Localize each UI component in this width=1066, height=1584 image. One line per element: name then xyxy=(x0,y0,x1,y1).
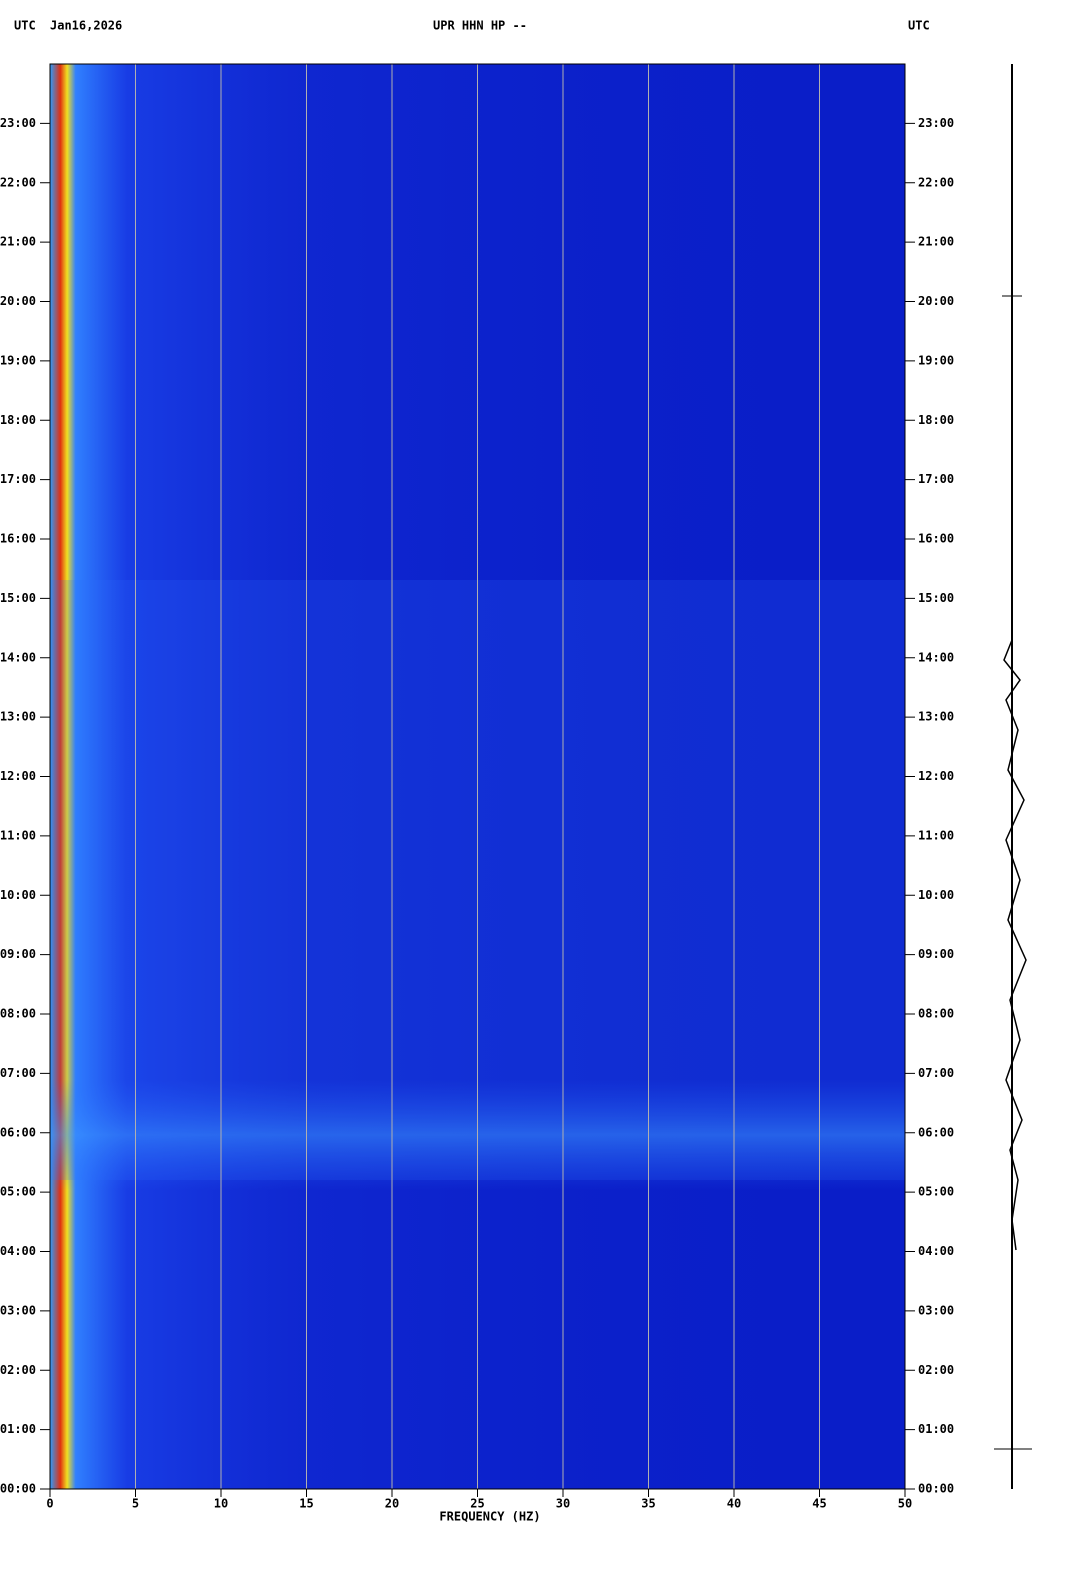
y-tick-label: 10:00 xyxy=(918,888,954,902)
y-tick-label: 06:00 xyxy=(918,1125,954,1139)
y-tick-label: 11:00 xyxy=(0,828,36,842)
y-tick-label: 05:00 xyxy=(918,1185,954,1199)
y-tick-label: 03:00 xyxy=(0,1303,36,1317)
timezone-label: UTC xyxy=(908,19,930,33)
y-tick-label: 09:00 xyxy=(918,947,954,961)
y-tick-label: 10:00 xyxy=(0,888,36,902)
y-tick-label: 02:00 xyxy=(0,1363,36,1377)
x-tick-label: 5 xyxy=(132,1497,139,1511)
y-tick-label: 13:00 xyxy=(918,710,954,724)
x-tick-label: 40 xyxy=(727,1497,741,1511)
x-tick-label: 20 xyxy=(385,1497,399,1511)
y-tick-label: 22:00 xyxy=(918,175,954,189)
x-axis-label: FREQUENCY (HZ) xyxy=(439,1510,540,1524)
x-tick-label: 15 xyxy=(299,1497,313,1511)
trace xyxy=(1003,639,1027,1251)
y-tick-label: 15:00 xyxy=(0,591,36,605)
y-tick-label: 04:00 xyxy=(918,1244,954,1258)
y-tick-label: 07:00 xyxy=(918,1066,954,1080)
y-tick-label: 04:00 xyxy=(0,1244,36,1258)
plot-frame xyxy=(49,63,906,1490)
y-tick-label: 21:00 xyxy=(0,235,36,249)
x-tick-label: 25 xyxy=(470,1497,484,1511)
y-tick-label: 16:00 xyxy=(0,532,36,546)
timezone-label: UTC xyxy=(14,19,36,33)
y-tick-label: 20:00 xyxy=(918,294,954,308)
y-tick-label: 23:00 xyxy=(918,116,954,130)
chart-title: UPR HHN HP -- xyxy=(433,19,527,33)
y-tick-label: 17:00 xyxy=(918,472,954,486)
y-tick-label: 19:00 xyxy=(918,353,954,367)
y-tick-label: 12:00 xyxy=(918,769,954,783)
y-tick-label: 18:00 xyxy=(0,413,36,427)
x-tick-label: 30 xyxy=(556,1497,570,1511)
y-tick-label: 16:00 xyxy=(918,532,954,546)
y-tick-label: 12:00 xyxy=(0,769,36,783)
x-tick-label: 45 xyxy=(812,1497,826,1511)
y-tick-label: 09:00 xyxy=(0,947,36,961)
x-tick-label: 0 xyxy=(46,1497,53,1511)
date-label: Jan16,2026 xyxy=(50,19,122,33)
y-tick-label: 14:00 xyxy=(0,650,36,664)
x-tick-label: 35 xyxy=(641,1497,655,1511)
x-tick-label: 10 xyxy=(214,1497,228,1511)
y-tick-label: 22:00 xyxy=(0,175,36,189)
y-tick-label: 06:00 xyxy=(0,1125,36,1139)
y-tick-label: 02:00 xyxy=(918,1363,954,1377)
x-tick-label: 50 xyxy=(898,1497,912,1511)
y-tick-label: 18:00 xyxy=(918,413,954,427)
y-tick-label: 01:00 xyxy=(0,1422,36,1436)
y-tick-label: 21:00 xyxy=(918,235,954,249)
y-tick-label: 08:00 xyxy=(918,1007,954,1021)
y-tick-label: 23:00 xyxy=(0,116,36,130)
y-tick-label: 00:00 xyxy=(0,1482,36,1496)
y-tick-label: 20:00 xyxy=(0,294,36,308)
y-tick-label: 05:00 xyxy=(0,1185,36,1199)
y-tick-label: 14:00 xyxy=(918,650,954,664)
y-tick-label: 00:00 xyxy=(918,1482,954,1496)
seismogram xyxy=(994,64,1032,1489)
y-tick-label: 19:00 xyxy=(0,353,36,367)
y-tick-label: 08:00 xyxy=(0,1007,36,1021)
y-tick-label: 03:00 xyxy=(918,1303,954,1317)
y-tick-label: 15:00 xyxy=(918,591,954,605)
y-tick-label: 11:00 xyxy=(918,828,954,842)
y-tick-label: 17:00 xyxy=(0,472,36,486)
y-tick-label: 13:00 xyxy=(0,710,36,724)
y-tick-label: 01:00 xyxy=(918,1422,954,1436)
y-tick-label: 07:00 xyxy=(0,1066,36,1080)
